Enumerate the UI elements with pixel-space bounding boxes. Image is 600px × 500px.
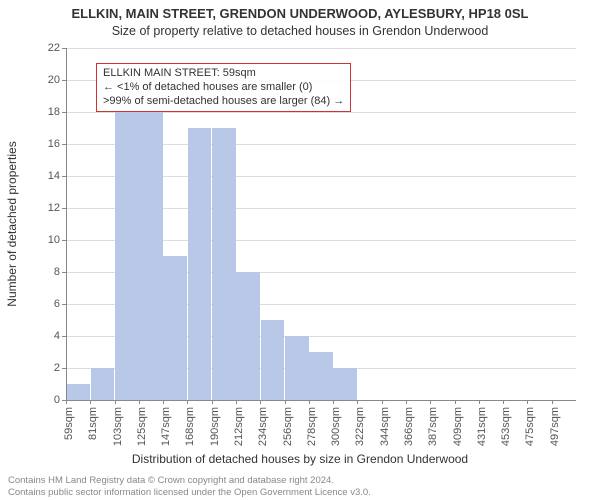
x-tick-label: 103sqm <box>112 407 124 446</box>
x-tick-label: 168sqm <box>184 407 196 446</box>
x-axis-line <box>66 400 576 401</box>
y-tick-label: 2 <box>30 362 60 374</box>
bar <box>163 256 187 400</box>
x-tick-label: 322sqm <box>354 407 366 446</box>
x-tick-label: 190sqm <box>209 407 221 446</box>
bar <box>333 368 357 400</box>
x-tick-label: 278sqm <box>306 407 318 446</box>
bar <box>236 272 260 400</box>
x-tick-label: 431sqm <box>476 407 488 446</box>
x-tick-label: 475sqm <box>524 407 536 446</box>
footer-line-2: Contains public sector information licen… <box>8 487 371 498</box>
x-tick-label: 366sqm <box>403 407 415 446</box>
annotation-line-3: >99% of semi-detached houses are larger … <box>103 95 344 109</box>
bar <box>115 112 139 400</box>
x-tick-label: 453sqm <box>500 407 512 446</box>
footer-line-1: Contains HM Land Registry data © Crown c… <box>8 475 371 486</box>
bar <box>212 128 236 400</box>
main-title: ELLKIN, MAIN STREET, GRENDON UNDERWOOD, … <box>0 6 600 21</box>
chart-container: ELLKIN, MAIN STREET, GRENDON UNDERWOOD, … <box>0 0 600 500</box>
x-tick-label: 212sqm <box>233 407 245 446</box>
x-tick-label: 409sqm <box>452 407 464 446</box>
annotation-box: ELLKIN MAIN STREET: 59sqm ← <1% of detac… <box>96 63 351 112</box>
x-tick-label: 81sqm <box>87 407 99 440</box>
bar <box>285 336 309 400</box>
y-tick-label: 8 <box>30 266 60 278</box>
x-tick-label: 59sqm <box>63 407 75 440</box>
bar <box>91 368 115 400</box>
y-tick-label: 0 <box>30 394 60 406</box>
y-axis-title: Number of detached properties <box>5 141 19 306</box>
annotation-line-1: ELLKIN MAIN STREET: 59sqm <box>103 67 344 81</box>
x-tick-label: 344sqm <box>379 407 391 446</box>
annotation-line-2: ← <1% of detached houses are smaller (0) <box>103 81 344 95</box>
footer: Contains HM Land Registry data © Crown c… <box>8 475 371 498</box>
bar <box>66 384 90 400</box>
y-tick-label: 22 <box>30 42 60 54</box>
x-tick-label: 234sqm <box>257 407 269 446</box>
bar <box>261 320 285 400</box>
y-tick-label: 20 <box>30 74 60 86</box>
x-tick-label: 147sqm <box>160 407 172 446</box>
x-tick-label: 497sqm <box>549 407 561 446</box>
y-tick-label: 10 <box>30 234 60 246</box>
x-tick-label: 125sqm <box>136 407 148 446</box>
bar <box>139 112 163 400</box>
bar <box>309 352 333 400</box>
y-tick-label: 12 <box>30 202 60 214</box>
sub-title: Size of property relative to detached ho… <box>0 24 600 38</box>
y-tick-label: 16 <box>30 138 60 150</box>
x-axis-title: Distribution of detached houses by size … <box>0 452 600 466</box>
bar <box>188 128 212 400</box>
x-tick-label: 300sqm <box>330 407 342 446</box>
x-tick-label: 387sqm <box>427 407 439 446</box>
grid-line <box>66 48 576 49</box>
x-tick-label: 256sqm <box>282 407 294 446</box>
y-tick-label: 4 <box>30 330 60 342</box>
y-tick-label: 18 <box>30 106 60 118</box>
y-tick-label: 14 <box>30 170 60 182</box>
y-axis-line <box>66 48 67 400</box>
y-tick-label: 6 <box>30 298 60 310</box>
